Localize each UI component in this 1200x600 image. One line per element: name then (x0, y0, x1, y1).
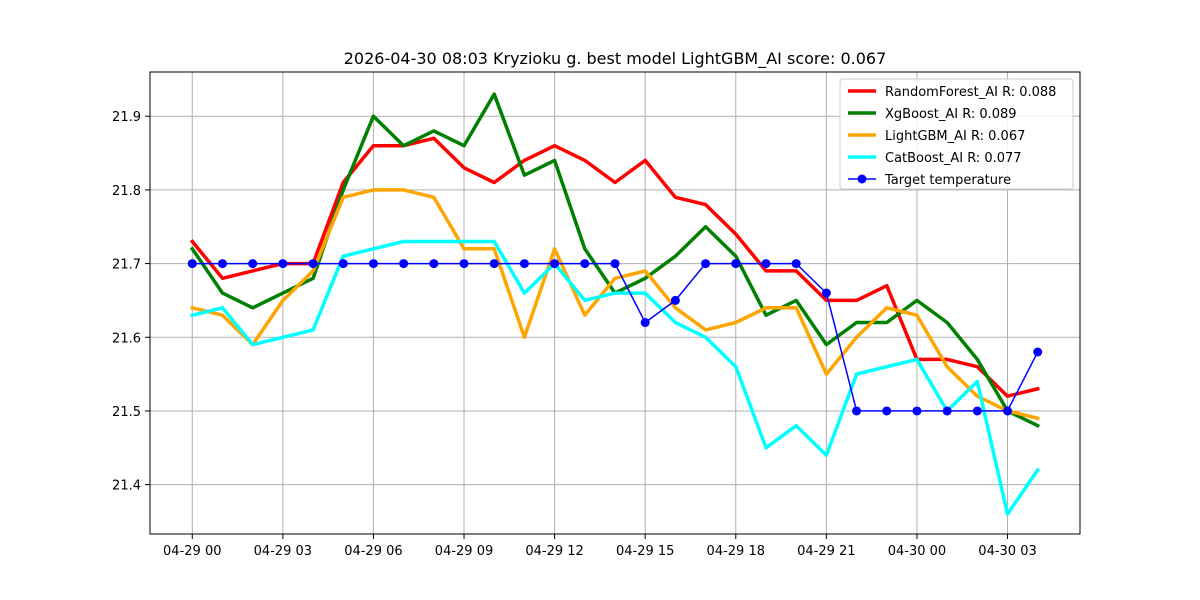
data-point (1033, 347, 1043, 357)
data-point (640, 318, 650, 328)
legend-label: CatBoost_AI R: 0.077 (885, 151, 1022, 166)
data-point (368, 259, 378, 269)
x-tick-label: 04-30 00 (888, 544, 946, 559)
x-tick-label: 04-30 03 (978, 544, 1036, 559)
x-tick-label: 04-29 18 (707, 544, 765, 559)
data-point (519, 259, 529, 269)
y-axis: 21.4 21.5 21.6 21.7 21.8 21.9 (112, 110, 150, 494)
legend-label: RandomForest_AI R: 0.088 (885, 85, 1056, 100)
y-tick-label: 21.8 (112, 184, 141, 199)
chart-title: 2026-04-30 08:03 Kryzioku g. best model … (344, 49, 887, 69)
data-point (912, 406, 922, 416)
legend-label: Target temperature (884, 173, 1011, 188)
data-point (821, 288, 831, 298)
data-point (731, 259, 741, 269)
legend-marker (857, 174, 867, 184)
y-tick-label: 21.5 (112, 405, 141, 420)
x-tick-label: 04-29 12 (525, 544, 583, 559)
data-point (308, 259, 318, 269)
data-point (217, 259, 227, 269)
data-point (278, 259, 288, 269)
y-tick-label: 21.4 (112, 479, 141, 494)
y-tick-label: 21.9 (112, 110, 141, 125)
x-tick-label: 04-29 09 (435, 544, 493, 559)
data-point (580, 259, 590, 269)
data-point (489, 259, 499, 269)
data-point (701, 259, 711, 269)
series-line (190, 188, 1040, 421)
data-point (610, 259, 620, 269)
data-point (248, 259, 258, 269)
data-point (761, 259, 771, 269)
plot-frame (149, 71, 1081, 535)
data-point (399, 259, 409, 269)
x-tick-label: 04-29 21 (797, 544, 855, 559)
data-point (670, 295, 680, 305)
data-point (338, 259, 348, 269)
y-tick-label: 21.6 (112, 331, 141, 346)
data-point (942, 406, 952, 416)
data-point (852, 406, 862, 416)
data-point (791, 259, 801, 269)
data-point (882, 406, 892, 416)
x-tick-label: 04-29 15 (616, 544, 674, 559)
data-point (429, 259, 439, 269)
data-point (1003, 406, 1013, 416)
legend: RandomForest_AI R: 0.088 XgBoost_AI R: 0.… (839, 78, 1074, 190)
data-point (972, 406, 982, 416)
series-line (190, 239, 1041, 516)
data-point (459, 259, 469, 269)
x-tick-label: 04-29 06 (344, 544, 402, 559)
x-axis: 04-29 00 04-29 03 04-29 06 04-29 09 04-29 12… (163, 534, 1037, 559)
legend-box (839, 78, 1074, 190)
data-point (187, 259, 197, 269)
x-tick-label: 04-29 03 (254, 544, 312, 559)
series-group (187, 92, 1043, 516)
x-tick-label: 04-29 00 (163, 544, 221, 559)
data-point (550, 259, 560, 269)
y-tick-label: 21.7 (112, 258, 141, 273)
legend-label: XgBoost_AI R: 0.089 (885, 107, 1017, 122)
legend-label: LightGBM_AI R: 0.067 (885, 129, 1025, 144)
